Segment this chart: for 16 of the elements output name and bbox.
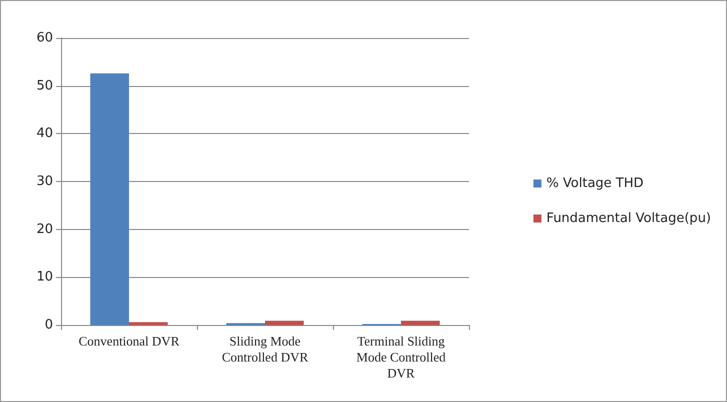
- y-tick-label: 40: [36, 126, 53, 142]
- y-tick-label: 0: [44, 318, 53, 332]
- legend-label: Fundamental Voltage(pu): [546, 211, 712, 226]
- y-tick-label: 10: [36, 270, 53, 285]
- bar: [401, 320, 440, 325]
- y-tick-label: 30: [36, 174, 53, 189]
- legend-label: % Voltage THD: [546, 176, 644, 191]
- bar: [90, 73, 129, 325]
- y-tick-label: 50: [36, 78, 53, 94]
- y-tick-label: 20: [36, 222, 53, 237]
- bar: [129, 322, 168, 325]
- x-tick-label: Sliding Mode Controlled DVR: [222, 334, 308, 364]
- y-tick-label: 60: [36, 30, 53, 46]
- x-tick-label: Conventional DVR: [78, 334, 180, 348]
- bar: [265, 320, 304, 325]
- x-tick-label: Terminal Sliding Mode Controlled DVR: [356, 334, 446, 380]
